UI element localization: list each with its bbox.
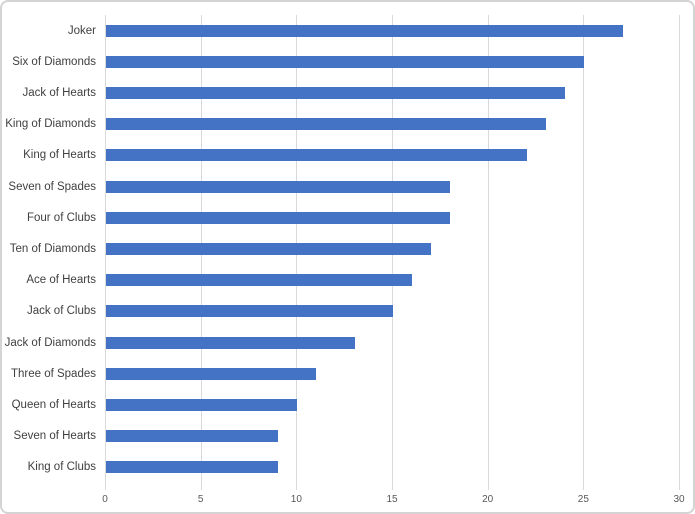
bar (106, 87, 565, 99)
bar (106, 337, 355, 349)
bar (106, 56, 584, 68)
x-gridline (583, 15, 585, 483)
x-tick-label: 25 (577, 494, 589, 505)
bar (106, 368, 316, 380)
category-label: Ace of Hearts (26, 274, 96, 287)
x-gridline (105, 15, 106, 483)
category-label: Four of Clubs (26, 211, 96, 224)
x-tick-mark (679, 483, 680, 490)
bar (106, 430, 278, 442)
x-tick-mark (200, 483, 202, 490)
category-label: Jack of Hearts (22, 87, 97, 99)
bar (106, 305, 393, 317)
x-tick-mark (487, 483, 489, 490)
category-label: Queen of Hearts (11, 399, 96, 411)
x-tick-mark (392, 483, 393, 490)
bar (106, 212, 450, 224)
bar (106, 243, 431, 255)
category-label: King of Hearts (23, 149, 96, 162)
bar (106, 149, 527, 161)
x-tick-mark (105, 483, 106, 490)
category-label: Ten of Diamonds (9, 243, 96, 255)
x-tick-label: 30 (673, 494, 685, 505)
category-label: Joker (67, 24, 96, 37)
category-label: Jack of Diamonds (4, 336, 96, 349)
x-gridline (487, 15, 489, 483)
x-tick-label: 10 (290, 494, 302, 505)
category-label: Seven of Spades (8, 180, 96, 193)
category-label: Seven of Hearts (13, 430, 96, 443)
category-label: Jack of Clubs (26, 305, 96, 318)
x-tick-label: 15 (386, 494, 398, 505)
bar (106, 274, 412, 286)
x-tick-label: 0 (102, 494, 108, 505)
bar (106, 399, 297, 411)
category-label: Three of Spades (10, 367, 96, 380)
x-tick-mark (296, 483, 298, 490)
bar (106, 118, 546, 130)
bar (106, 461, 278, 473)
category-label: King of Clubs (27, 461, 96, 474)
x-tick-label: 20 (482, 494, 494, 505)
x-gridline (679, 15, 680, 483)
category-label: Six of Diamonds (12, 55, 96, 68)
x-tick-mark (583, 483, 585, 490)
x-tick-label: 5 (197, 494, 204, 505)
bar (106, 25, 623, 37)
bar (106, 181, 450, 193)
category-label: King of Diamonds (5, 118, 96, 131)
